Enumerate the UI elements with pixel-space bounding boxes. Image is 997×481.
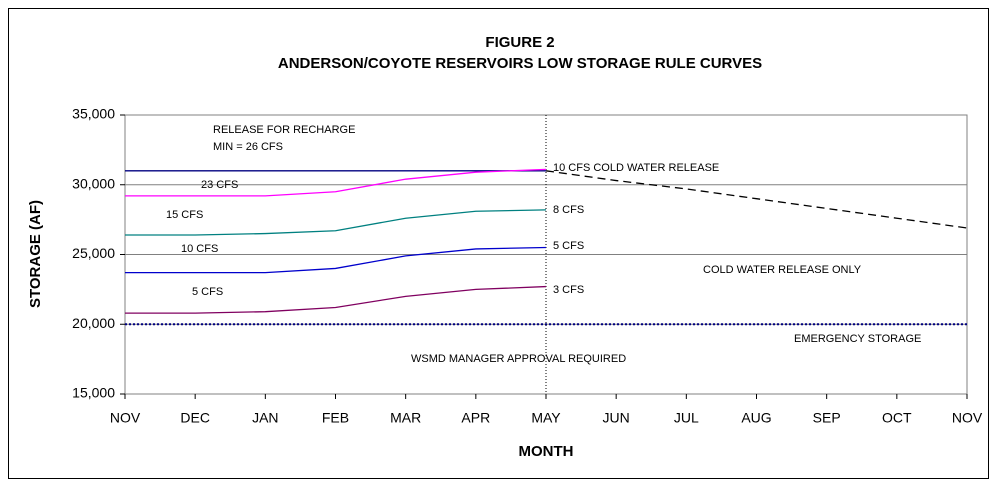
- series-line: [545, 170, 968, 229]
- series-line: [125, 209, 547, 236]
- x-tick-label: NOV: [952, 410, 983, 426]
- annotation: MIN = 26 CFS: [213, 141, 283, 153]
- y-tick-label: 30,000: [72, 175, 115, 191]
- chart-title: FIGURE 2: [485, 34, 554, 51]
- annotation: RELEASE FOR RECHARGE: [213, 124, 355, 136]
- annotation: EMERGENCY STORAGE: [794, 333, 921, 345]
- x-tick-label: JAN: [252, 410, 278, 426]
- annotation: 23 CFS: [201, 179, 238, 191]
- chart-frame: [8, 8, 989, 479]
- x-tick-label: MAR: [390, 410, 421, 426]
- annotation: WSMD MANAGER APPROVAL REQUIRED: [411, 353, 626, 365]
- x-axis-label: MONTH: [519, 443, 574, 460]
- x-tick-label: OCT: [882, 410, 912, 426]
- series-line: [125, 168, 547, 197]
- annotation: 10 CFS COLD WATER RELEASE: [553, 162, 719, 174]
- y-tick-label: 20,000: [72, 315, 115, 331]
- annotation: 5 CFS: [553, 240, 584, 252]
- x-tick-label: FEB: [322, 410, 349, 426]
- x-tick-label: NOV: [110, 410, 141, 426]
- series-line: [125, 285, 547, 314]
- annotation: 3 CFS: [553, 284, 584, 296]
- x-tick-label: JUL: [674, 410, 699, 426]
- x-tick-label: MAY: [531, 410, 561, 426]
- annotation: 8 CFS: [553, 204, 584, 216]
- annotation: 5 CFS: [192, 286, 223, 298]
- annotation: 15 CFS: [166, 209, 203, 221]
- y-tick-label: 25,000: [72, 245, 115, 261]
- annotation: COLD WATER RELEASE ONLY: [703, 264, 862, 276]
- x-tick-label: SEP: [813, 410, 841, 426]
- x-tick-label: JUN: [603, 410, 630, 426]
- chart-subtitle: ANDERSON/COYOTE RESERVOIRS LOW STORAGE R…: [278, 55, 762, 72]
- x-tick-label: APR: [461, 410, 490, 426]
- x-tick-label: AUG: [741, 410, 771, 426]
- y-tick-label: 15,000: [72, 385, 115, 401]
- y-axis-label: STORAGE (AF): [27, 200, 44, 308]
- annotation: 10 CFS: [181, 243, 218, 255]
- x-tick-label: DEC: [180, 410, 210, 426]
- y-tick-label: 35,000: [72, 106, 115, 122]
- series-line: [125, 246, 547, 274]
